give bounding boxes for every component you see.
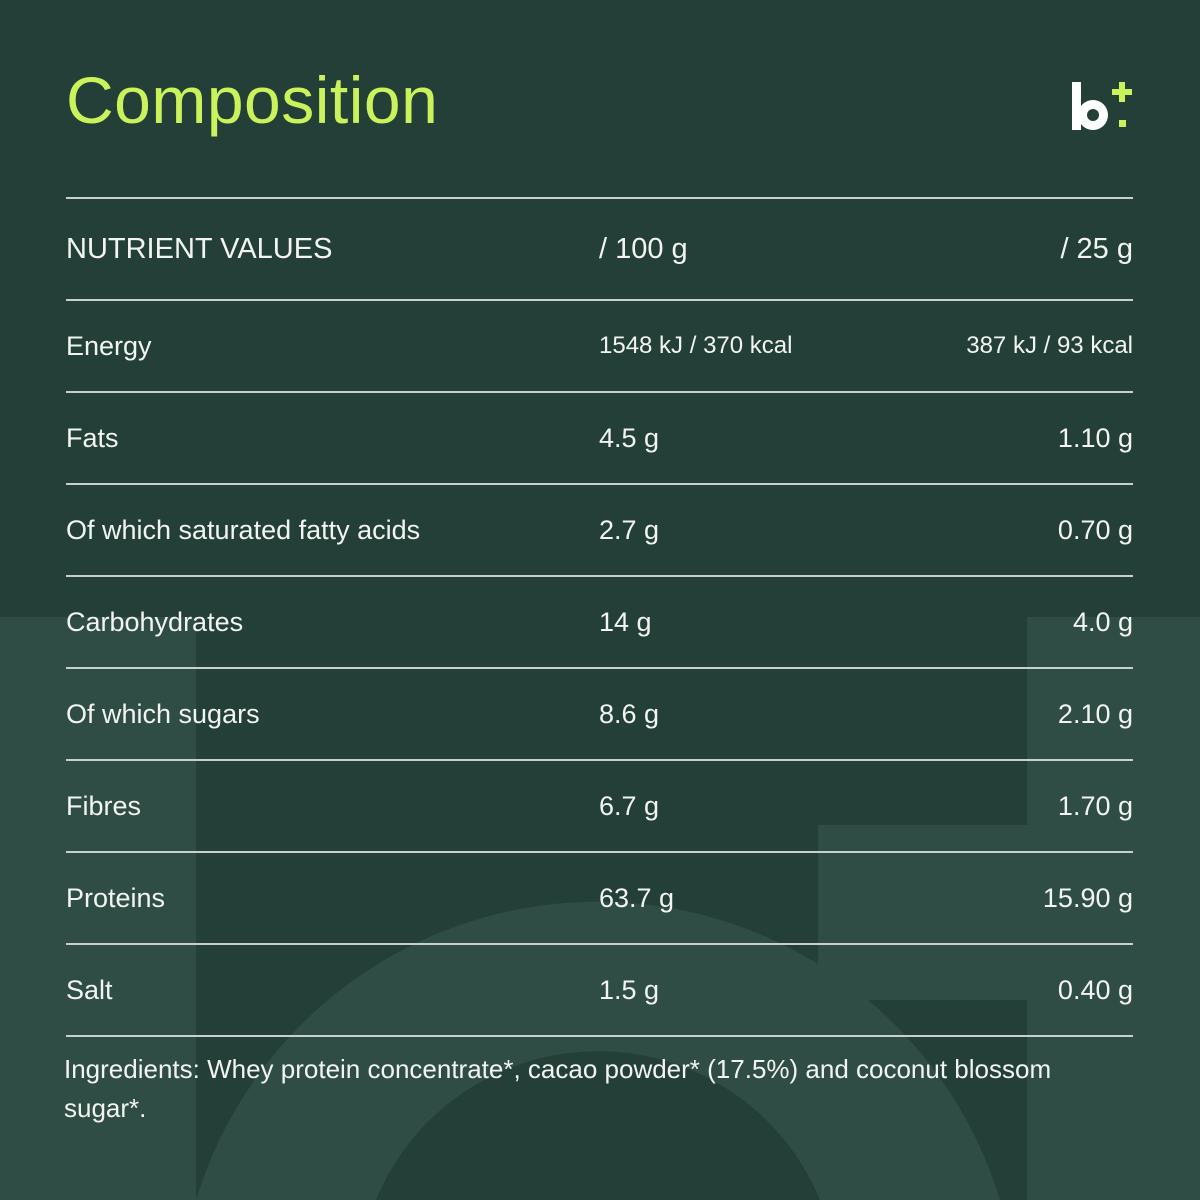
brand-logo	[1072, 82, 1132, 130]
nutrient-name: Of which saturated fatty acids	[66, 484, 599, 577]
nutrient-value: 1.5 g	[599, 944, 886, 1037]
nutrient-value: 0.70 g	[885, 484, 1133, 577]
nutrient-row: Energy 1548 kJ / 370 kcal 387 kJ / 93 kcal	[66, 300, 1133, 393]
nutrient-name: Proteins	[66, 852, 599, 945]
nutrient-value: 14 g	[599, 576, 886, 669]
nutrient-value: 0.40 g	[885, 944, 1133, 1037]
nutrient-name: Fats	[66, 392, 599, 485]
nutrient-name: Fibres	[66, 760, 599, 853]
nutrient-name: Of which sugars	[66, 668, 599, 761]
nutrient-name: Energy	[66, 300, 599, 393]
nutrient-value: 1548 kJ / 370 kcal	[599, 300, 886, 393]
nutrient-value: 15.90 g	[885, 852, 1133, 945]
nutrient-value: 4.5 g	[599, 392, 886, 485]
nutrient-row: Carbohydrates 14 g 4.0 g	[66, 576, 1133, 669]
nutrient-value: 63.7 g	[599, 852, 886, 945]
nutrient-value: 2.10 g	[885, 668, 1133, 761]
nutrient-value: 1.10 g	[885, 392, 1133, 485]
column-header: / 25 g	[885, 197, 1133, 301]
nutrient-row: Fats 4.5 g 1.10 g	[66, 392, 1133, 485]
nutrient-value: 1.70 g	[885, 760, 1133, 853]
header-row: NUTRIENT VALUES/ 100 g/ 25 g	[66, 197, 1133, 301]
nutrient-name: Carbohydrates	[66, 576, 599, 669]
ingredients: Ingredients: Whey protein concentrate*, …	[64, 1054, 1052, 1123]
nutrient-value: 2.7 g	[599, 484, 886, 577]
nutrient-row: Fibres 6.7 g 1.70 g	[66, 760, 1133, 853]
nutrient-value: 4.0 g	[885, 576, 1133, 669]
nutrient-row: Of which saturated fatty acids 2.7 g 0.70 …	[66, 484, 1133, 577]
nutrient-value: 387 kJ / 93 kcal	[885, 300, 1133, 393]
nutrient-name: Salt	[66, 944, 599, 1037]
column-header: NUTRIENT VALUES	[66, 197, 599, 301]
title: Composition	[66, 63, 439, 137]
nutrient-row: Salt 1.5 g 0.40 g	[66, 944, 1133, 1037]
nutrient-row: Proteins 63.7 g 15.90 g	[66, 852, 1133, 945]
nutrient-value: 8.6 g	[599, 668, 886, 761]
nutrient-table: NUTRIENT VALUES/ 100 g/ 25 g Energy 1548 …	[66, 197, 1133, 1037]
nutrient-row: Of which sugars 8.6 g 2.10 g	[66, 668, 1133, 761]
column-header: / 100 g	[599, 197, 886, 301]
nutrient-value: 6.7 g	[599, 760, 886, 853]
